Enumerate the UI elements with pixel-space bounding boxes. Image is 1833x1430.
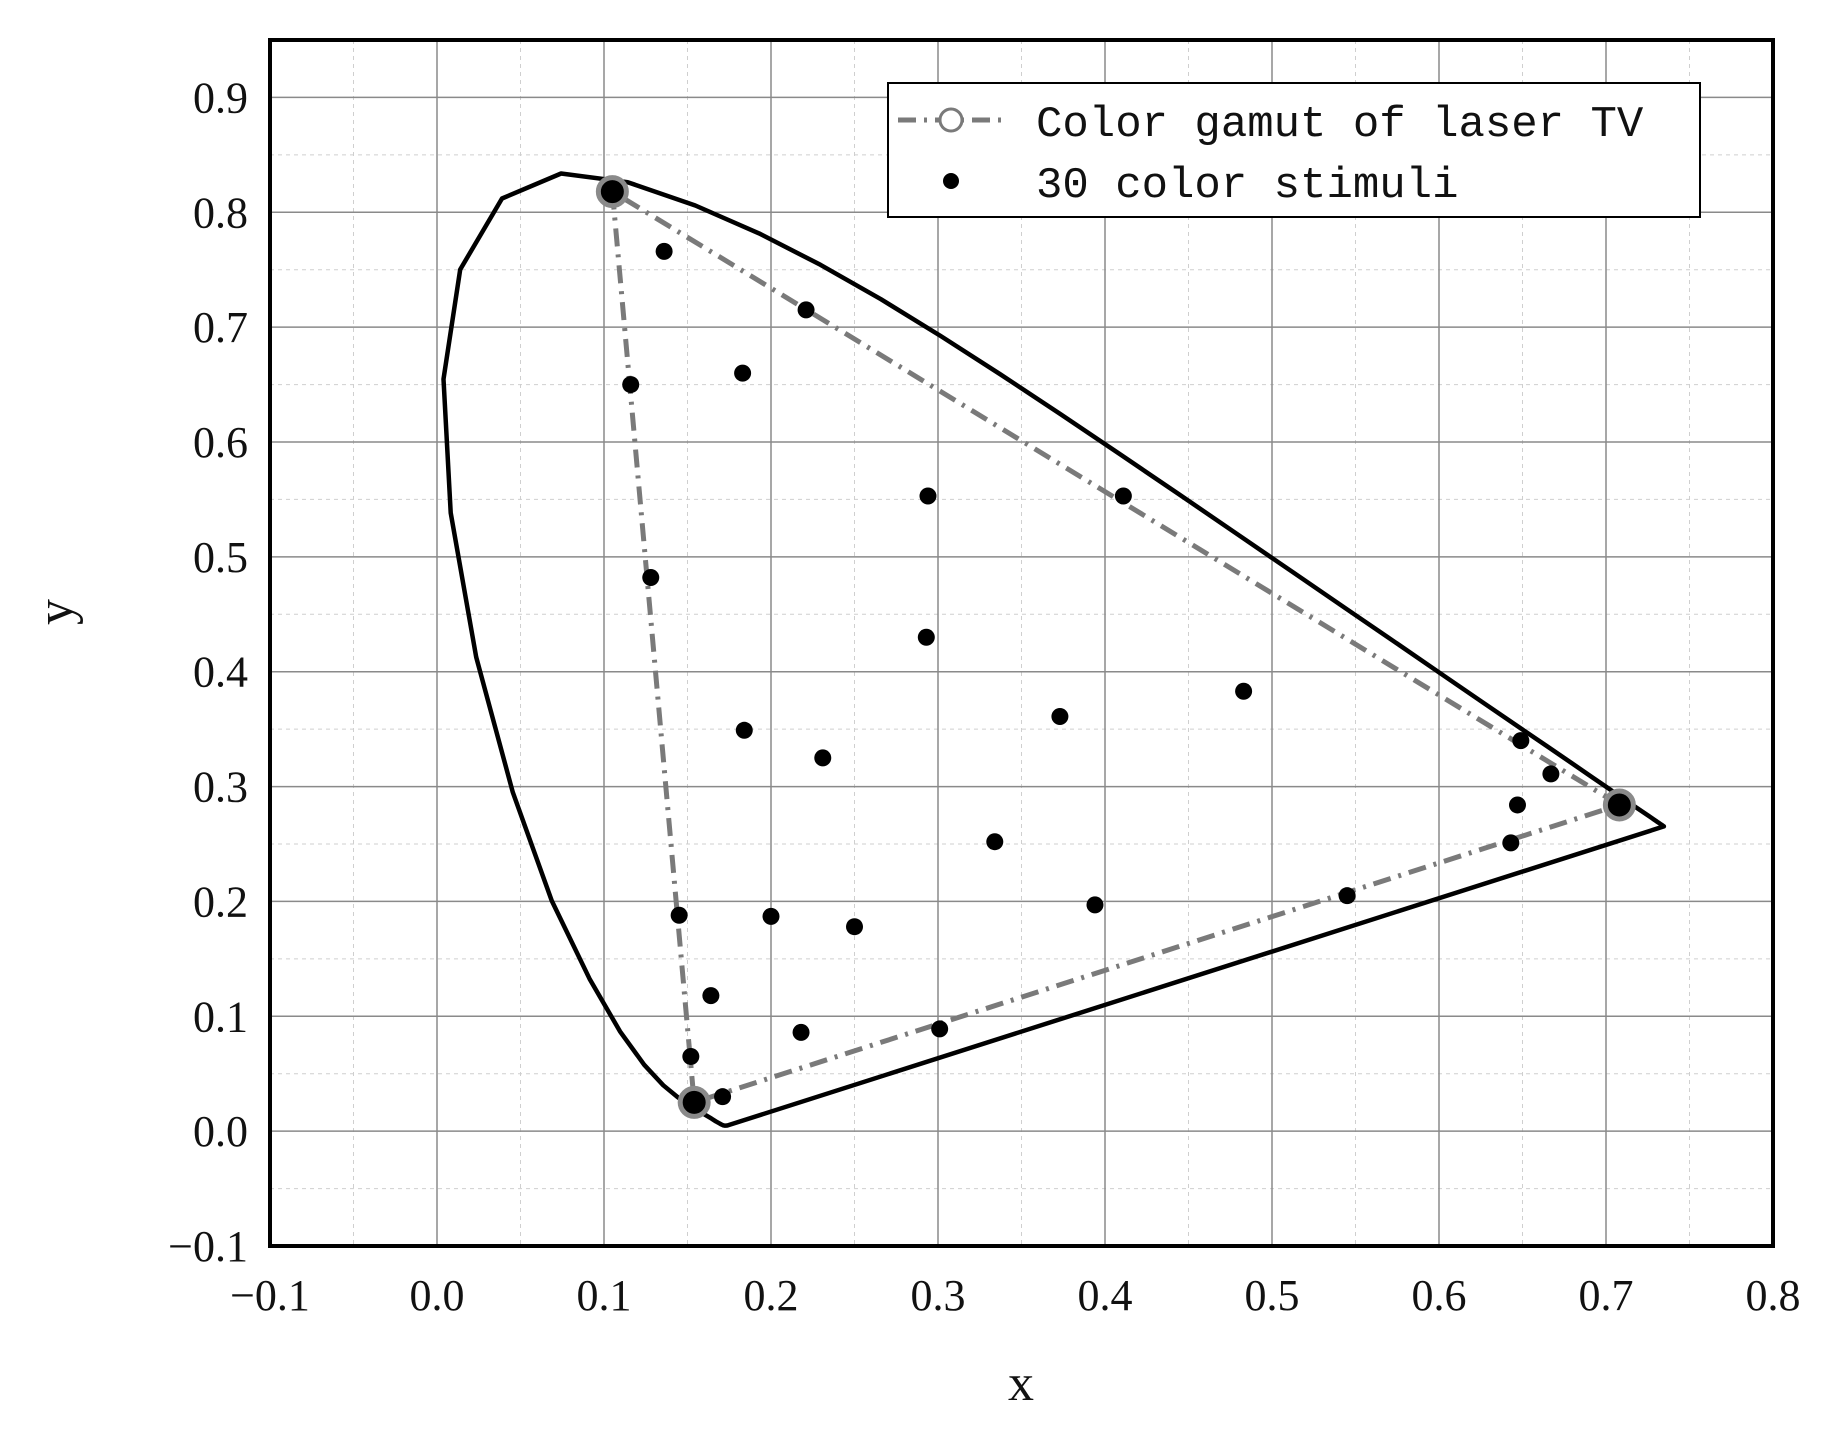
- y-tick-label: 0.2: [193, 877, 248, 926]
- stimulus-point: [642, 569, 660, 587]
- stimulus-point: [846, 918, 863, 936]
- stimulus-point: [1114, 487, 1132, 505]
- gamut-triangle-line: [609, 189, 1626, 1106]
- stimulus-point: [682, 1047, 700, 1065]
- stimulus-point: [1086, 896, 1104, 914]
- stimulus-point: [986, 833, 1004, 851]
- gamut-vertex-core: [605, 184, 620, 199]
- x-axis-label: x: [1008, 1355, 1034, 1412]
- legend-box: [887, 82, 1701, 218]
- stimulus-point: [1502, 834, 1520, 852]
- x-tick-label: 0.6: [1412, 1271, 1467, 1320]
- legend-stimuli-label: 30 color stimuli: [1036, 161, 1458, 211]
- x-tick-label: 0.0: [410, 1271, 465, 1320]
- x-tick-label: 0.8: [1746, 1271, 1801, 1320]
- x-tick-label: 0.7: [1579, 1271, 1634, 1320]
- stimulus-point: [1235, 682, 1253, 700]
- stimulus-point: [735, 721, 753, 739]
- y-tick-label: 0.8: [193, 188, 248, 237]
- stimulus-point: [1542, 765, 1560, 783]
- stimulus-point: [814, 749, 832, 767]
- legend-gamut-marker: [938, 107, 964, 133]
- stimulus-point: [714, 1088, 732, 1106]
- stimulus-point: [917, 628, 935, 646]
- spectrum-locus: [441, 171, 1667, 1128]
- y-tick-label: 0.1: [193, 992, 248, 1041]
- stimulus-point: [734, 364, 752, 382]
- y-tick-labels: −0.1 0.0 0.1 0.2 0.3 0.4 0.5 0.6 0.7 0.8 0.9: [168, 73, 248, 1271]
- y-tick-label: 0.4: [193, 648, 248, 697]
- stimulus-point: [1051, 708, 1069, 726]
- stimulus-point: [622, 376, 640, 394]
- x-tick-label: 0.1: [577, 1271, 632, 1320]
- minor-grid: [270, 40, 1773, 1246]
- stimulus-point: [702, 987, 720, 1005]
- y-tick-label: 0.0: [193, 1107, 248, 1156]
- y-tick-label: 0.6: [193, 418, 248, 467]
- stimulus-point: [919, 487, 937, 505]
- stimulus-point: [655, 242, 673, 260]
- x-tick-label: 0.2: [744, 1271, 799, 1320]
- gamut-vertex-core: [1612, 797, 1627, 812]
- stimulus-point: [792, 1023, 810, 1041]
- gamut-vertex-core: [687, 1095, 702, 1110]
- y-tick-label: 0.7: [193, 303, 248, 352]
- series-layer: [595, 175, 1636, 1119]
- stimulus-point: [1508, 796, 1526, 814]
- legend: Color gamut of laser TV 30 color stimuli: [887, 82, 1701, 218]
- legend-stimuli-marker: [943, 173, 959, 189]
- stimulus-point: [1512, 732, 1530, 750]
- x-tick-label: 0.3: [911, 1271, 966, 1320]
- y-tick-label: −0.1: [168, 1222, 248, 1271]
- x-tick-labels: −0.1 0.0 0.1 0.2 0.3 0.4 0.5 0.6 0.7 0.8: [230, 1271, 1800, 1320]
- stimulus-point: [797, 301, 815, 319]
- x-tick-label: 0.4: [1078, 1271, 1133, 1320]
- y-tick-label: 0.9: [193, 73, 248, 122]
- y-tick-label: 0.5: [193, 533, 248, 582]
- stimulus-point: [931, 1020, 949, 1038]
- x-tick-label: 0.5: [1245, 1271, 1300, 1320]
- legend-gamut-label: Color gamut of laser TV: [1036, 100, 1644, 150]
- y-tick-label: 0.3: [193, 763, 248, 812]
- spectrum-locus-layer: [441, 171, 1667, 1128]
- x-tick-label: −0.1: [230, 1271, 310, 1320]
- stimulus-point: [762, 907, 780, 925]
- y-axis-label: y: [27, 599, 84, 625]
- plot-frame: [268, 38, 1775, 1248]
- stimulus-point: [1338, 887, 1356, 905]
- stimulus-point: [670, 906, 688, 924]
